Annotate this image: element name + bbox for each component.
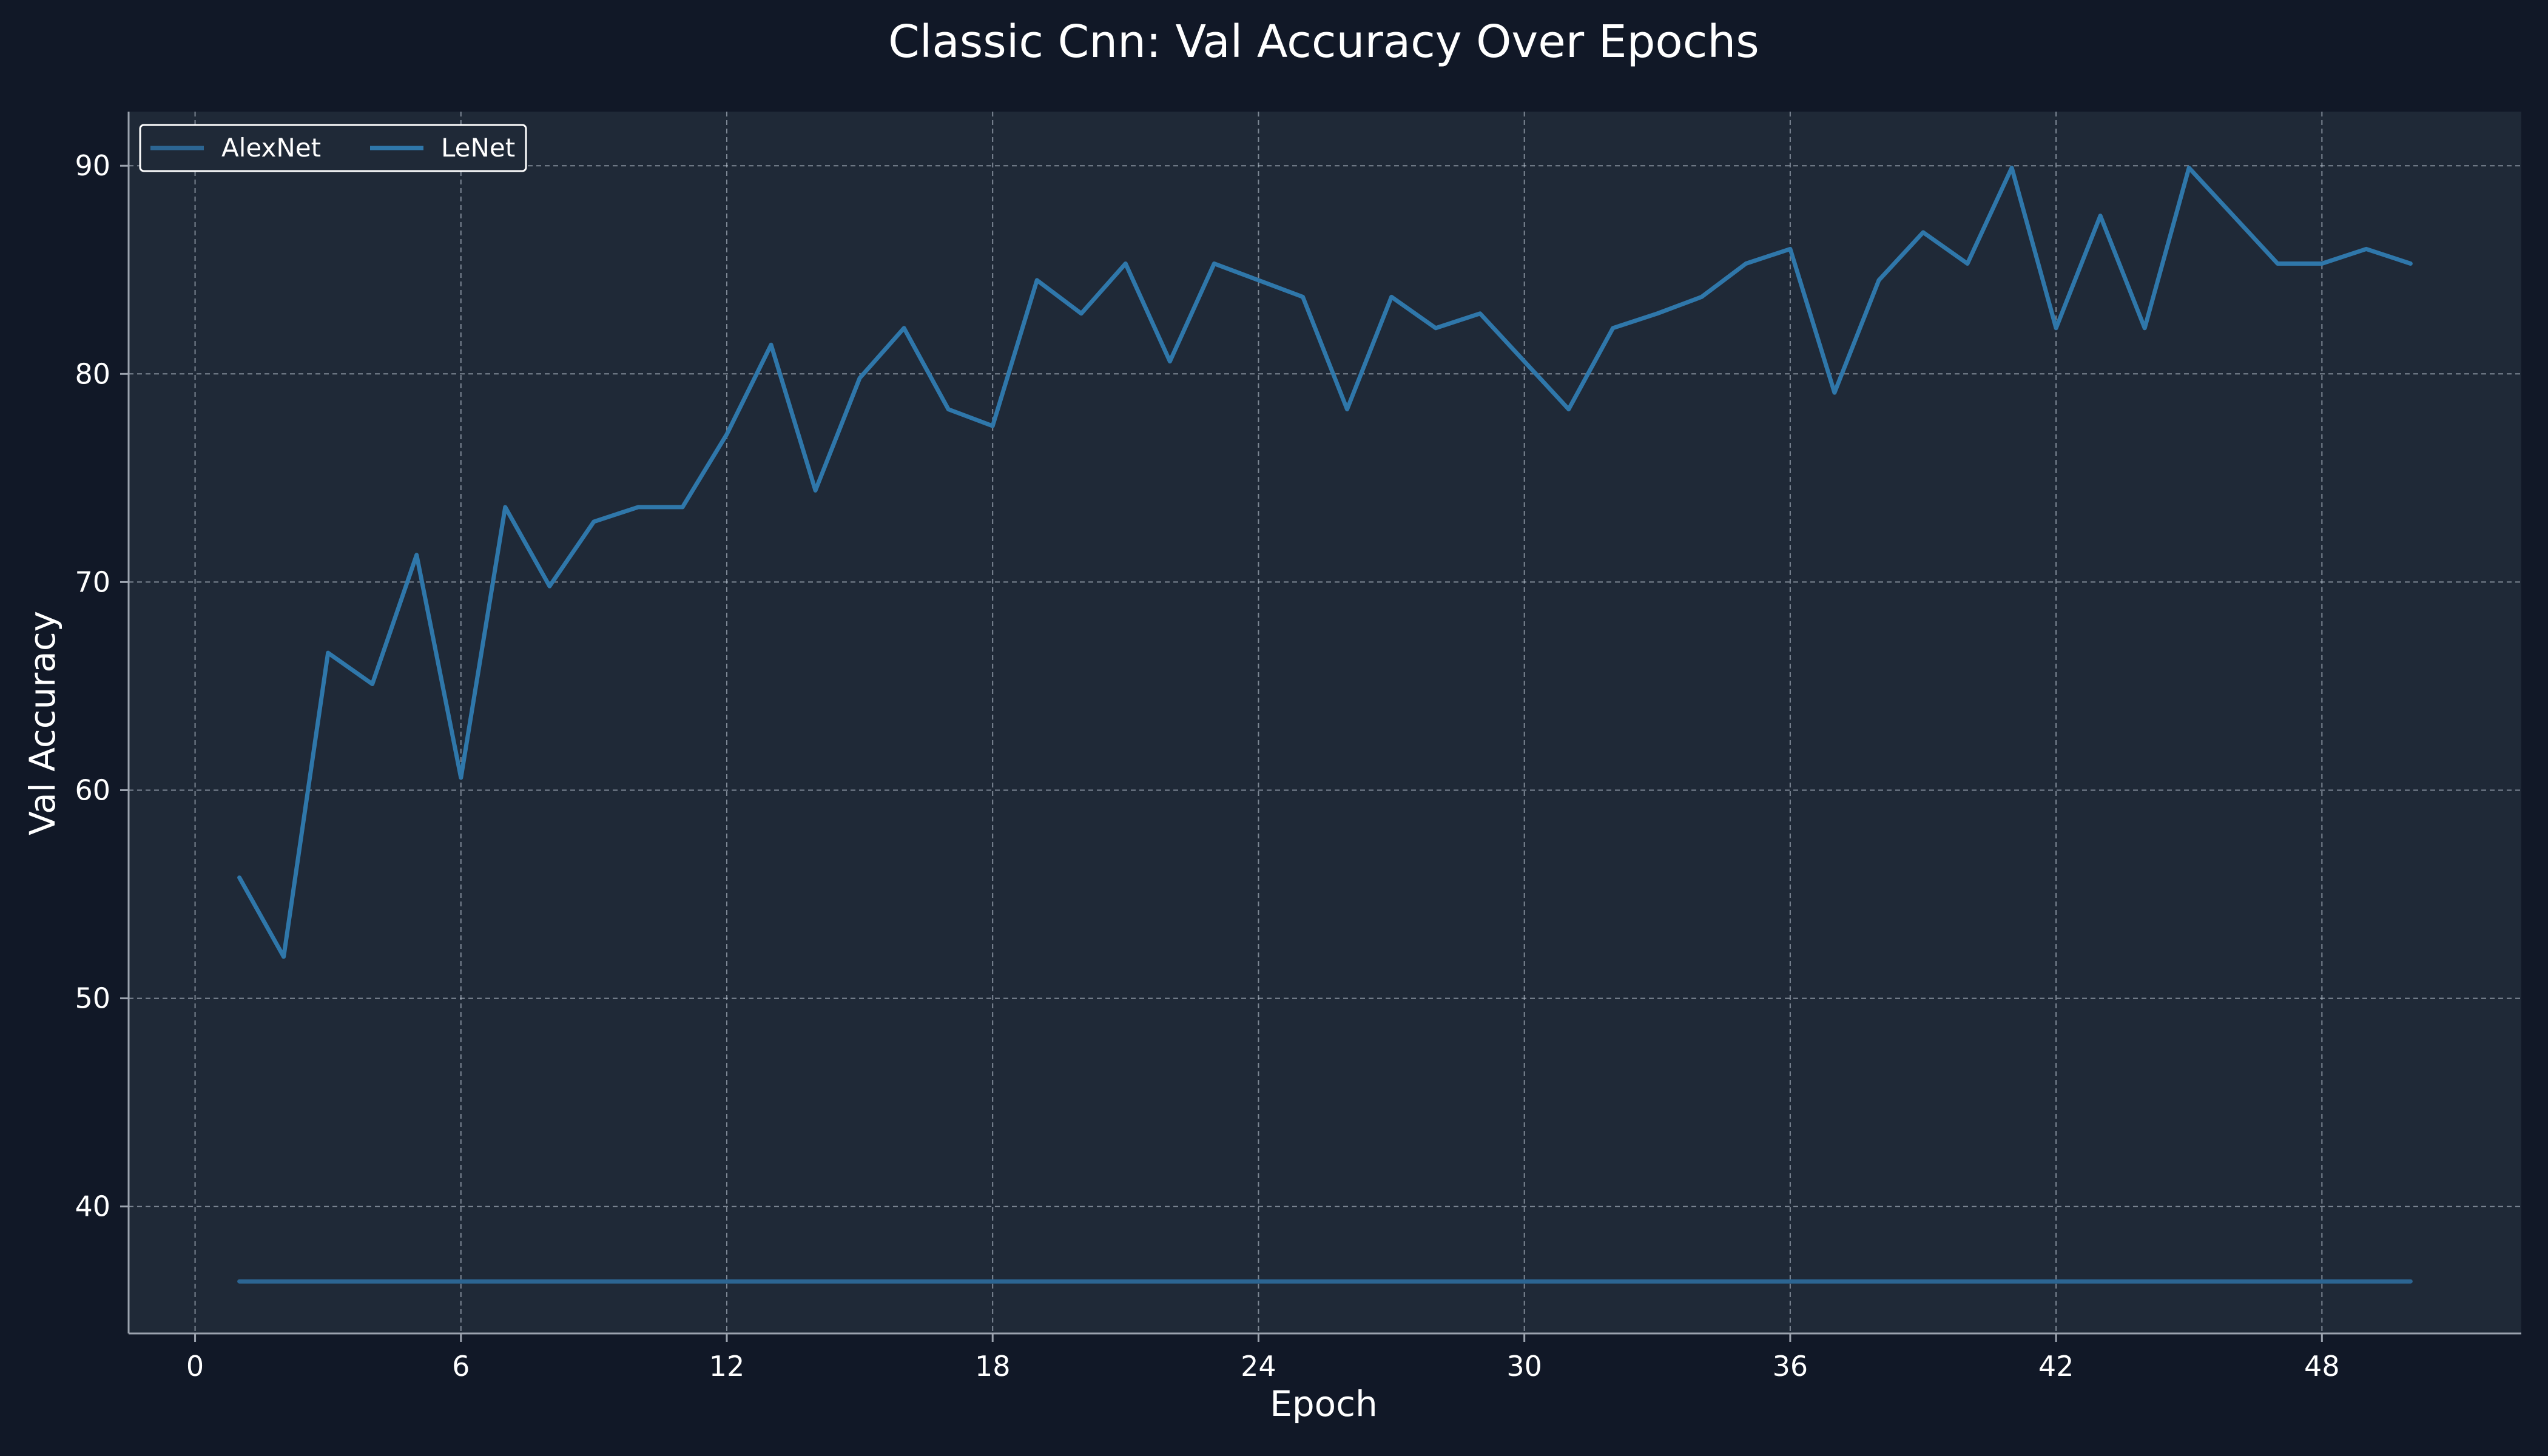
y-axis-label: Val Accuracy — [22, 611, 63, 835]
x-tick-label: 36 — [1773, 1350, 1808, 1383]
y-tick-label: 60 — [75, 774, 110, 807]
series-line-lenet — [237, 166, 2413, 959]
y-tick-label: 70 — [75, 565, 110, 598]
ticks: 0 6 12 18 24 30 36 42 48 40 50 60 70 80 90 — [75, 149, 2339, 1383]
series-lines — [237, 166, 2413, 1284]
x-tick-label: 18 — [975, 1350, 1011, 1383]
x-tick-label: 48 — [2304, 1350, 2340, 1383]
x-tick-label: 24 — [1241, 1350, 1276, 1383]
x-tick-label: 12 — [709, 1350, 745, 1383]
x-tick-label: 0 — [186, 1350, 204, 1383]
y-tick-label: 90 — [75, 149, 110, 182]
chart-title: Classic Cnn: Val Accuracy Over Epochs — [888, 16, 1759, 68]
x-axis-label: Epoch — [1270, 1383, 1378, 1424]
legend-box — [139, 124, 527, 172]
y-tick-label: 50 — [75, 982, 110, 1015]
legend: AlexNet LeNet — [139, 124, 527, 172]
x-tick-label: 42 — [2038, 1350, 2074, 1383]
legend-label-alexnet: AlexNet — [221, 133, 321, 163]
legend-label-lenet: LeNet — [441, 133, 515, 163]
axes — [127, 112, 2521, 1335]
y-tick-label: 80 — [75, 357, 110, 390]
plot-area — [129, 112, 2521, 1333]
y-tick-label: 40 — [75, 1190, 110, 1223]
x-tick-label: 6 — [452, 1350, 470, 1383]
x-tick-label: 30 — [1506, 1350, 1542, 1383]
